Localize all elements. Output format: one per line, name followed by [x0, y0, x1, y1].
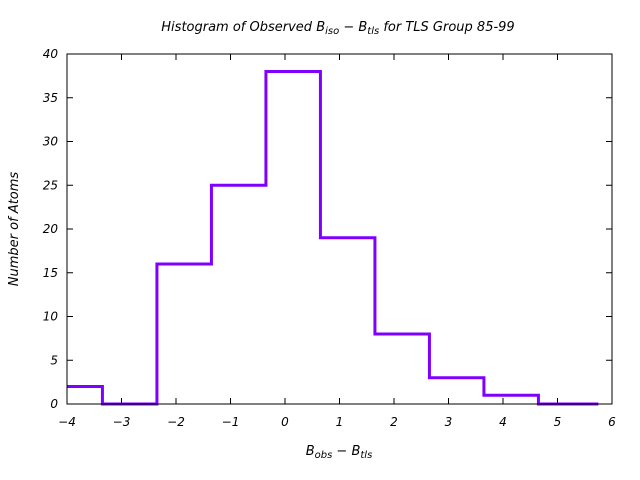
x-axis-ticks: −4 −3 −2 −1 0 1 2 3 4 5 6 [58, 54, 616, 429]
x-tick-label: 6 [608, 415, 616, 429]
x-tick-label: −1 [222, 415, 240, 429]
y-tick-label: 30 [43, 135, 59, 149]
histogram-bin [211, 185, 265, 404]
histogram-step-line [67, 70, 599, 406]
histogram-bin [157, 264, 212, 404]
histogram-bin [67, 387, 102, 405]
x-tick-label: 5 [554, 415, 562, 429]
x-tick-label: −4 [58, 415, 76, 429]
y-tick-label: 10 [43, 310, 59, 324]
y-tick-label: 35 [43, 91, 58, 105]
histogram-bin [429, 378, 484, 404]
y-tick-label: 25 [43, 178, 58, 192]
y-tick-label: 5 [50, 353, 58, 367]
y-axis-ticks: 0 5 10 15 20 25 30 35 40 [43, 47, 612, 411]
plot-frame [66, 53, 613, 405]
x-tick-label: 3 [445, 415, 453, 429]
x-axis-label: Bobs − Btls [306, 444, 373, 461]
x-tick-label: 1 [336, 415, 344, 429]
x-tick-label: −2 [167, 415, 185, 429]
y-tick-label: 0 [50, 397, 58, 411]
histogram-bin [320, 238, 375, 404]
y-tick-label: 20 [43, 222, 59, 236]
y-tick-label: 40 [43, 47, 59, 61]
x-tick-label: 0 [281, 415, 289, 429]
y-tick-label: 15 [43, 266, 58, 280]
x-tick-label: 2 [390, 415, 398, 429]
x-tick-label: 4 [499, 415, 507, 429]
histogram-series [67, 70, 599, 406]
histogram-bin [266, 72, 321, 405]
histogram-bin [484, 395, 539, 404]
histogram-bin [375, 334, 430, 404]
chart-title: Histogram of Observed Biso − Btls for TL… [161, 20, 514, 37]
y-axis-label: Number of Atoms [7, 172, 22, 287]
x-tick-label: −3 [113, 415, 131, 429]
